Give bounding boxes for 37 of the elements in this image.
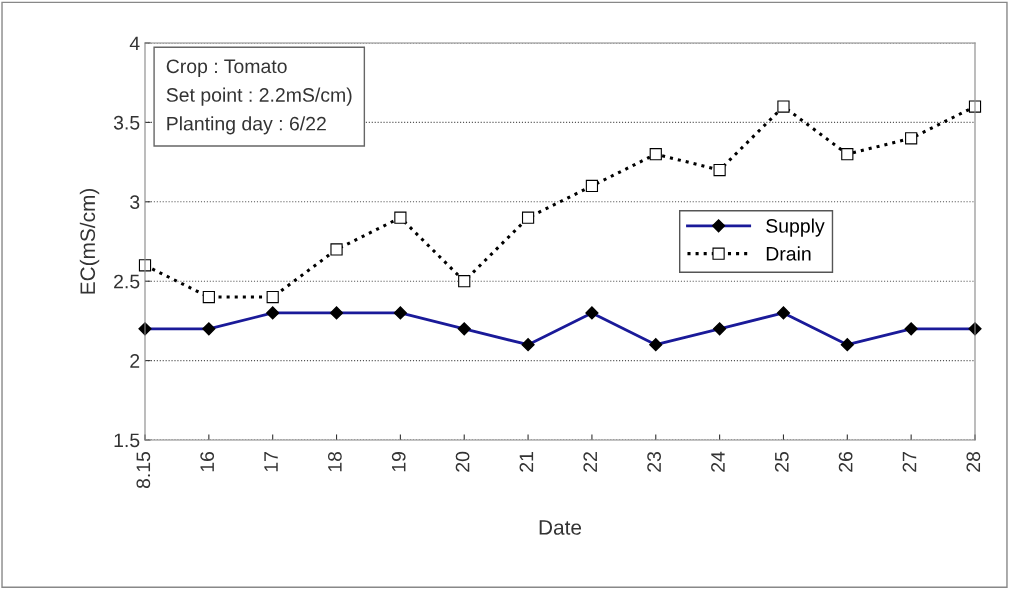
x-tick-label: 23: [647, 451, 661, 472]
x-tick-label: 18: [327, 451, 342, 472]
y-tick-label: 2.5: [114, 274, 140, 289]
y-tick-label: 2: [130, 354, 140, 368]
y-tick-label: 1.5: [114, 433, 140, 448]
x-tick-label: 27: [902, 452, 917, 472]
point: [458, 275, 471, 288]
legend-label: Drain: [766, 246, 811, 261]
x-axis-title: Date: [539, 520, 582, 535]
x-tick-label: 8.15: [136, 451, 151, 489]
y-axis-title: EC(mS/cm): [79, 188, 100, 294]
point: [585, 179, 599, 193]
annotation: Crop : Tomato Set point : 2.2mS/cm) Planting day : 6/22: [166, 59, 352, 135]
point: [649, 148, 662, 161]
point: [394, 211, 407, 224]
x-tick-label: 16: [200, 451, 215, 472]
y-tick-label: 4: [129, 36, 140, 51]
x-tick-label: 20: [455, 451, 470, 472]
point: [777, 100, 790, 113]
x-tick-label: 25: [774, 451, 789, 472]
point: [905, 132, 918, 145]
point: [330, 243, 343, 256]
legend-label: Supply: [766, 218, 825, 237]
point: [202, 290, 215, 304]
y-tick-label: 3: [130, 195, 140, 210]
point: [841, 148, 854, 161]
point: [713, 163, 726, 177]
x-tick-label: 24: [711, 451, 725, 472]
x-tick-label: 19: [391, 452, 406, 472]
x-tick-label: 28: [966, 451, 981, 472]
y-tick-label: 3.5: [113, 115, 140, 130]
x-tick-label: 22: [583, 452, 597, 472]
point: [266, 290, 279, 304]
x-tick-label: 17: [264, 452, 278, 472]
x-tick-label: 26: [838, 451, 853, 472]
point: [521, 211, 535, 224]
x-tick-label: 21: [519, 452, 534, 472]
